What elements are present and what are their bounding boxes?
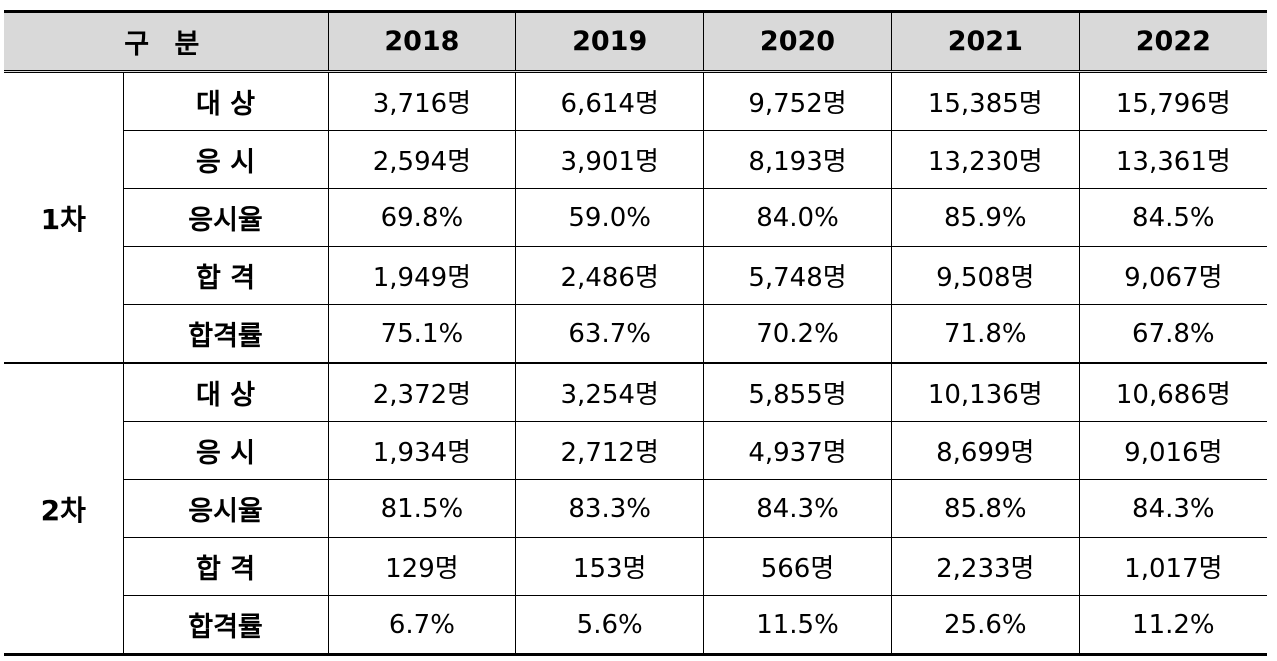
table-cell: 69.8% — [327, 188, 516, 247]
row-label: 응 시 — [122, 130, 328, 189]
table-cell: 3,254명 — [515, 362, 704, 422]
table-cell: 84.3% — [703, 479, 892, 538]
table-cell: 81.5% — [327, 479, 516, 538]
row-label: 응시율 — [122, 479, 328, 538]
table-cell: 2,233명 — [890, 537, 1080, 596]
table-cell: 5,748명 — [703, 246, 892, 305]
table-cell: 6,614명 — [515, 71, 704, 131]
table-cell: 63.7% — [515, 304, 704, 364]
row-label: 응 시 — [122, 421, 328, 480]
table-cell: 59.0% — [515, 188, 704, 247]
table-cell: 1,934명 — [327, 421, 516, 480]
table-cell: 153명 — [515, 537, 704, 596]
group-label: 2차 — [4, 362, 123, 656]
table-cell: 11.5% — [703, 595, 892, 656]
year-header: 2022 — [1078, 10, 1267, 73]
row-label: 합격률 — [122, 304, 328, 364]
table-cell: 1,017명 — [1078, 537, 1267, 596]
table-cell: 25.6% — [890, 595, 1080, 656]
table-cell: 85.8% — [890, 479, 1080, 538]
table-cell: 70.2% — [703, 304, 892, 364]
table-row: 응 시 1,934명 2,712명 4,937명 8,699명 9,016명 — [4, 421, 1267, 480]
table-cell: 9,752명 — [703, 71, 892, 131]
table-cell: 9,508명 — [890, 246, 1080, 305]
table-cell: 4,937명 — [703, 421, 892, 480]
table-cell: 15,796명 — [1078, 71, 1267, 131]
table-row: 1차 대 상 3,716명 6,614명 9,752명 15,385명 15,7… — [4, 71, 1267, 364]
table-cell: 67.8% — [1078, 304, 1267, 364]
header-row: 구 분 2018 2019 2020 2021 2022 — [4, 10, 1267, 73]
table-cell: 9,067명 — [1078, 246, 1267, 305]
table-cell: 85.9% — [890, 188, 1080, 247]
group-label: 1차 — [4, 71, 123, 364]
table-cell: 84.5% — [1078, 188, 1267, 247]
table-cell: 2,486명 — [515, 246, 704, 305]
table-row: 합 격 1,949명 2,486명 5,748명 9,508명 9,067명 — [4, 246, 1267, 305]
year-header: 2018 — [327, 10, 516, 73]
table-cell: 8,193명 — [703, 130, 892, 189]
table-cell: 2,594명 — [327, 130, 516, 189]
table-cell: 6.7% — [327, 595, 516, 656]
table-cell: 84.3% — [1078, 479, 1267, 538]
year-header: 2019 — [515, 10, 704, 73]
row-label: 대 상 — [122, 71, 328, 131]
category-header: 구 분 — [4, 10, 328, 73]
row-label: 합 격 — [122, 537, 328, 596]
table-cell: 5.6% — [515, 595, 704, 656]
exam-statistics-table: 구 분 2018 2019 2020 2021 2022 1차 대 상 3,71… — [4, 10, 1267, 656]
table-cell: 2,712명 — [515, 421, 704, 480]
table-cell: 15,385명 — [890, 71, 1080, 131]
table-cell: 8,699명 — [890, 421, 1080, 480]
table-cell: 13,230명 — [890, 130, 1080, 189]
table-cell: 71.8% — [890, 304, 1080, 364]
table-cell: 2,372명 — [327, 362, 516, 422]
table-cell: 566명 — [703, 537, 892, 596]
table-cell: 129명 — [327, 537, 516, 596]
year-header: 2020 — [703, 10, 892, 73]
row-label: 대 상 — [122, 362, 328, 422]
table-row: 합격률 6.7% 5.6% 11.5% 25.6% 11.2% — [4, 595, 1267, 656]
table-row: 응시율 81.5% 83.3% 84.3% 85.8% 84.3% — [4, 479, 1267, 538]
table-cell: 9,016명 — [1078, 421, 1267, 480]
table-row: 2차 대 상 2,372명 3,254명 5,855명 10,136명 10,6… — [4, 362, 1267, 656]
table-cell: 13,361명 — [1078, 130, 1267, 189]
table-cell: 83.3% — [515, 479, 704, 538]
table-cell: 11.2% — [1078, 595, 1267, 656]
table-cell: 5,855명 — [703, 362, 892, 422]
table-row: 응시율 69.8% 59.0% 84.0% 85.9% 84.5% — [4, 188, 1267, 247]
table-row: 응 시 2,594명 3,901명 8,193명 13,230명 13,361명 — [4, 130, 1267, 189]
table-cell: 10,686명 — [1078, 362, 1267, 422]
table-row: 합격률 75.1% 63.7% 70.2% 71.8% 67.8% — [4, 304, 1267, 364]
year-header: 2021 — [890, 10, 1080, 73]
table-cell: 3,716명 — [327, 71, 516, 131]
table-cell: 10,136명 — [890, 362, 1080, 422]
table-cell: 1,949명 — [327, 246, 516, 305]
table-row: 합 격 129명 153명 566명 2,233명 1,017명 — [4, 537, 1267, 596]
table-cell: 3,901명 — [515, 130, 704, 189]
row-label: 합 격 — [122, 246, 328, 305]
table-cell: 75.1% — [327, 304, 516, 364]
row-label: 합격률 — [122, 595, 328, 656]
table-cell: 84.0% — [703, 188, 892, 247]
row-label: 응시율 — [122, 188, 328, 247]
